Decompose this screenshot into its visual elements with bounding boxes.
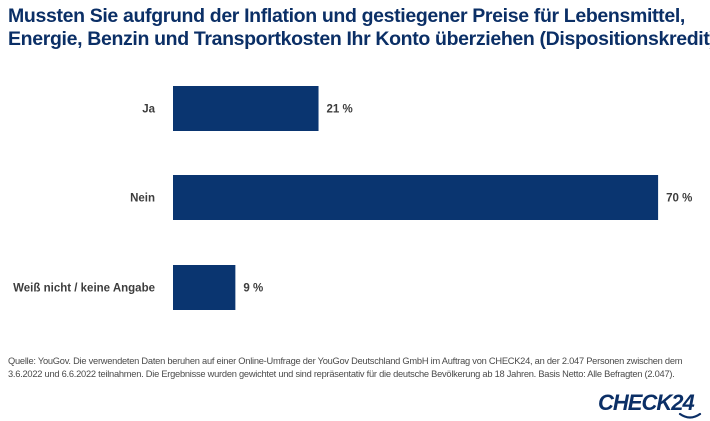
bar-chart: Ja 21 % Nein 70 % Weiß nicht / keine Angabe 9… <box>13 86 692 310</box>
bar-2 <box>173 265 236 310</box>
chart-title-line-2: Energie, Benzin und Transportkosten Ihr … <box>8 28 710 50</box>
source-note-line-1: Quelle: YouGov. Die verwendeten Daten be… <box>8 356 683 366</box>
check24-logo: CHECK24 <box>598 390 702 419</box>
category-label: Ja <box>142 104 155 116</box>
value-label: 9 % <box>243 283 263 295</box>
value-label: 21 % <box>327 104 353 116</box>
chart-title-line-1: Mussten Sie aufgrund der Inflation und g… <box>8 5 685 27</box>
value-label: 70 % <box>666 193 692 205</box>
source-note: Quelle: YouGov. Die verwendeten Daten be… <box>8 355 708 381</box>
bar-0 <box>173 86 319 131</box>
category-label: Weiß nicht / keine Angabe <box>13 283 155 295</box>
logo-smile-icon <box>678 412 702 419</box>
category-label: Nein <box>130 193 155 205</box>
bar-1 <box>173 175 659 220</box>
logo-text: CHECK24 <box>598 390 694 415</box>
source-note-line-2: 3.6.2022 und 6.6.2022 teilnahmen. Die Er… <box>8 369 675 379</box>
chart-title: Mussten Sie aufgrund der Inflation und g… <box>8 5 710 51</box>
